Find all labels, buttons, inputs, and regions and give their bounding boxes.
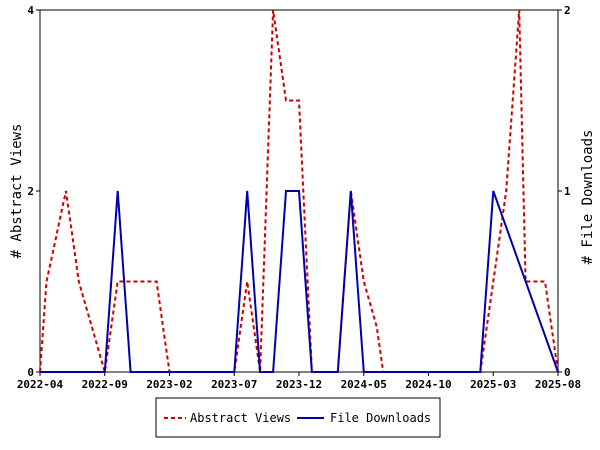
- x-tick-label: 2024-05: [341, 378, 387, 391]
- left-axis-ticks: 0 2 4: [27, 4, 40, 379]
- series-line-file-downloads: [40, 190, 559, 373]
- series-layer: [39, 9, 559, 373]
- x-tick-label: 2024-10: [405, 378, 451, 391]
- left-axis-title: # Abstract Views: [9, 124, 25, 259]
- x-tick-label: 2022-09: [82, 378, 128, 391]
- series-line-abstract-views: [39, 9, 559, 373]
- legend: Abstract Views File Downloads: [155, 397, 441, 438]
- right-axis-ticks: 0 1 2: [558, 4, 571, 379]
- x-tick-label: 2025-08: [535, 378, 581, 391]
- x-tick-label: 2025-03: [470, 378, 516, 391]
- left-tick-label: 0: [27, 366, 34, 379]
- right-axis-title: # File Downloads: [580, 130, 596, 265]
- legend-label-file-downloads: File Downloads: [330, 411, 431, 425]
- right-tick-label: 2: [564, 4, 571, 17]
- x-tick-label: 2023-07: [211, 378, 257, 391]
- x-tick-label: 2023-02: [146, 378, 192, 391]
- x-tick-label: 2023-12: [276, 378, 322, 391]
- x-tick-label: 2022-04: [17, 378, 64, 391]
- legend-label-abstract-views: Abstract Views: [190, 411, 291, 425]
- left-tick-label: 4: [27, 4, 34, 17]
- right-tick-label: 0: [564, 366, 571, 379]
- x-axis-ticks: 2022-04 2022-09 2023-02 2023-07 2023-12 2024-…: [17, 372, 581, 391]
- right-tick-label: 1: [564, 185, 571, 198]
- left-tick-label: 2: [27, 185, 34, 198]
